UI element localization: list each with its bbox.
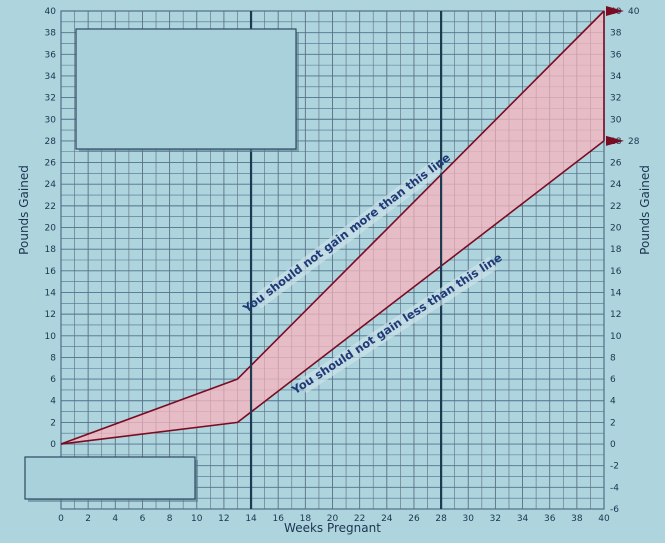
y-tick-label-right: 26 (610, 159, 622, 169)
upper-limit-label-background (251, 159, 444, 309)
y-tick-label-left: 28 (45, 137, 57, 147)
y-tick-label-right: 10 (610, 332, 622, 342)
x-tick-label: 40 (598, 514, 610, 524)
y-tick-label-left: 0 (50, 440, 56, 450)
y-tick-label-left: 14 (45, 288, 57, 298)
y-tick-label-left: 6 (50, 375, 56, 385)
y-tick-label-right: 32 (610, 94, 621, 104)
x-tick-label: 16 (272, 514, 284, 524)
y-tick-label-left: 16 (45, 267, 57, 277)
x-tick-label: 22 (354, 514, 365, 524)
x-tick-label: 24 (381, 514, 393, 524)
y-tick-label-left: 2 (50, 418, 56, 428)
x-tick-label: 38 (571, 514, 583, 524)
y-tick-label-right: 2 (610, 418, 616, 428)
end-marker-label: 28 (628, 137, 640, 147)
x-tick-label: 36 (544, 514, 556, 524)
x-tick-label: 28 (435, 514, 447, 524)
y-tick-label-left: 34 (45, 72, 57, 82)
x-tick-label: 26 (408, 514, 420, 524)
x-tick-label: 12 (218, 514, 229, 524)
y-tick-label-left: 8 (50, 353, 56, 363)
plot-border (60, 10, 605, 510)
lower-limit-label-background (297, 256, 498, 394)
y-tick-label-left: 38 (45, 29, 57, 39)
end-marker-arrow-28 (606, 135, 624, 146)
x-tick-label: 2 (85, 514, 91, 524)
y-axis-title-right: Pounds Gained (638, 165, 652, 255)
y-tick-label-right: 22 (610, 202, 621, 212)
y-tick-label-right: 18 (610, 245, 622, 255)
y-tick-label-right: 6 (610, 375, 616, 385)
y-axis-title-left: Pounds Gained (17, 165, 31, 255)
x-tick-label: 34 (517, 514, 529, 524)
x-axis-title: Weeks Pregnant (284, 521, 381, 535)
x-tick-label: 4 (112, 514, 118, 524)
x-tick-label: 30 (463, 514, 475, 524)
y-tick-label-right: 34 (610, 72, 622, 82)
y-tick-label-right: 16 (610, 267, 622, 277)
y-tick-label-right: -6 (610, 505, 619, 515)
end-marker-label: 40 (628, 7, 640, 17)
y-tick-label-right: 24 (610, 180, 622, 190)
y-tick-label-right: 0 (610, 440, 616, 450)
x-tick-label: 18 (300, 514, 312, 524)
upper-limit-line (60, 10, 605, 445)
y-tick-label-left: 12 (45, 310, 56, 320)
x-tick-label: 0 (58, 514, 64, 524)
y-tick-label-right: 14 (610, 288, 622, 298)
y-tick-label-left: 4 (50, 397, 56, 407)
y-tick-label-right: 4 (610, 397, 616, 407)
x-tick-label: 32 (490, 514, 501, 524)
y-tick-label-right: -4 (610, 483, 619, 493)
y-tick-label-right: 12 (610, 310, 621, 320)
y-tick-label-right: 8 (610, 353, 616, 363)
y-tick-label-right: 30 (610, 115, 622, 125)
y-tick-label-left: 32 (45, 94, 56, 104)
y-tick-label-right: 38 (610, 29, 622, 39)
info-box-top (75, 28, 297, 150)
x-tick-label: 20 (327, 514, 339, 524)
y-tick-label-left: 20 (45, 224, 57, 234)
y-tick-label-left: 24 (45, 180, 57, 190)
y-tick-label-left: 18 (45, 245, 57, 255)
y-tick-label-right: 36 (610, 50, 622, 60)
y-tick-label-right: 20 (610, 224, 622, 234)
end-marker-arrow-40 (606, 6, 624, 16)
y-tick-label-left: 36 (45, 50, 57, 60)
y-tick-label-left: 40 (45, 7, 57, 17)
x-tick-label: 8 (167, 514, 173, 524)
y-tick-label-left: 30 (45, 115, 57, 125)
lower-limit-line (60, 140, 605, 445)
y-tick-label-right: -2 (610, 462, 619, 472)
x-tick-label: 10 (191, 514, 203, 524)
y-tick-label-left: 26 (45, 159, 57, 169)
y-tick-label-left: 10 (45, 332, 57, 342)
info-box-bottom (24, 456, 196, 500)
x-tick-label: 6 (140, 514, 146, 524)
x-tick-label: 14 (245, 514, 257, 524)
y-tick-label-left: 22 (45, 202, 56, 212)
